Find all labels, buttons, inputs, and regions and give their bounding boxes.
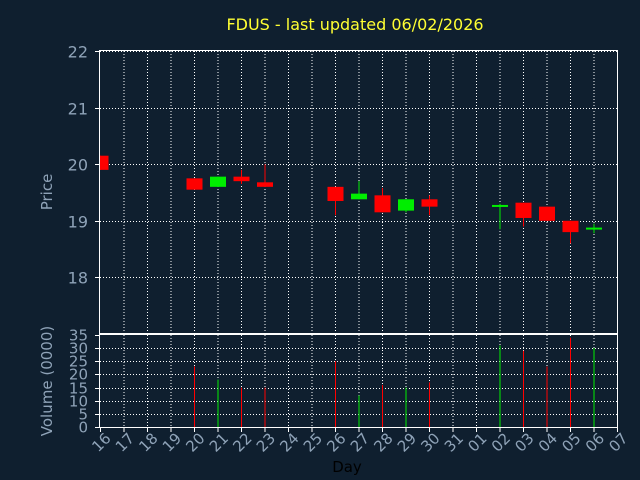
day-x-ticks: 1617181920212223242526272829303101020304… [88, 427, 632, 456]
price-tick-label: 19 [68, 213, 88, 232]
volume-tick-label: 0 [78, 419, 88, 437]
volume-tick-label: 30 [69, 340, 88, 358]
candle-body [327, 186, 344, 201]
volume-tick-label: 15 [69, 380, 88, 398]
candle-body [374, 195, 391, 213]
candle-body [562, 220, 579, 233]
candle-body [351, 193, 367, 200]
candle-body [492, 204, 508, 207]
volume-tick-label: 35 [69, 327, 88, 345]
candle-body [257, 182, 273, 187]
candle-body [210, 176, 226, 187]
candle-body [233, 176, 250, 182]
candle-body [421, 199, 438, 207]
candle-body [586, 227, 602, 230]
candle-body [515, 202, 532, 218]
volume-axis-label: Volume (0000) [38, 326, 56, 436]
volume-tick-label: 20 [69, 366, 88, 384]
volume-bars [194, 337, 595, 427]
x-axis-label: Day [332, 458, 362, 476]
price-tick-label: 18 [68, 269, 88, 288]
candle-body [100, 155, 109, 170]
volume-tick-label: 25 [69, 353, 88, 371]
price-axis-label: Price [38, 174, 56, 211]
price-tick-label: 20 [68, 156, 88, 175]
price-plot-area [99, 50, 618, 334]
volume-tick-label: 10 [69, 393, 88, 411]
price-tick-label: 21 [68, 100, 88, 119]
price-candles [100, 155, 602, 244]
candle-body [398, 199, 414, 211]
chart-title: FDUS - last updated 06/02/2026 [226, 15, 483, 34]
volume-tick-label: 5 [78, 406, 88, 424]
price-tick-label: 22 [68, 43, 88, 62]
price-y-ticks: 18 19 20 21 22 [68, 43, 100, 288]
candle-body [186, 178, 203, 190]
candle-body [539, 206, 555, 221]
